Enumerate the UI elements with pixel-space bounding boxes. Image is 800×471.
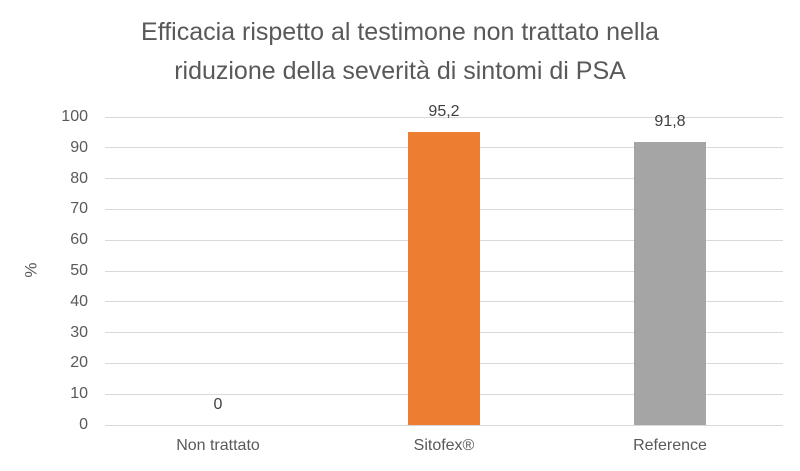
y-tick-label-50: 50 [70, 262, 88, 279]
y-tick-label-20: 20 [70, 354, 88, 372]
bar-value-label-1: 0 [213, 396, 223, 413]
chart-title-line-2: riduzione della severità di sintomi di P… [174, 57, 626, 85]
y-axis-title: % [21, 262, 41, 278]
x-category-label-2: Sitofex® [413, 437, 475, 454]
y-tick-label-70: 70 [70, 200, 88, 218]
chart-title: Efficacia rispetto al testimone non trat… [0, 13, 800, 91]
y-tick-label-80: 80 [70, 169, 88, 187]
y-tick-label-60: 60 [70, 231, 88, 249]
chart-title-line-1: Efficacia rispetto al testimone non trat… [141, 18, 659, 46]
y-tick-label-100: 100 [61, 108, 88, 125]
y-tick-label-30: 30 [70, 323, 88, 341]
y-tick-label-0: 0 [79, 416, 88, 433]
gridline-0 [105, 424, 783, 426]
y-tick-label-40: 40 [70, 292, 88, 310]
y-tick-label-10: 10 [70, 385, 88, 403]
bar-value-label-3: 91,8 [654, 113, 686, 131]
gridline-100 [105, 116, 783, 118]
x-category-label-1: Non trattato [176, 437, 260, 454]
plot-area: 0 10 20 30 40 50 60 70 80 90 100 0 Non trattato 95,2 S… [61, 103, 783, 454]
y-tick-label-90: 90 [70, 138, 88, 156]
bar-2 [408, 131, 480, 425]
bar-3 [634, 142, 706, 425]
bar-value-label-2: 95,2 [428, 102, 460, 120]
x-category-label-3: Reference [633, 437, 707, 454]
